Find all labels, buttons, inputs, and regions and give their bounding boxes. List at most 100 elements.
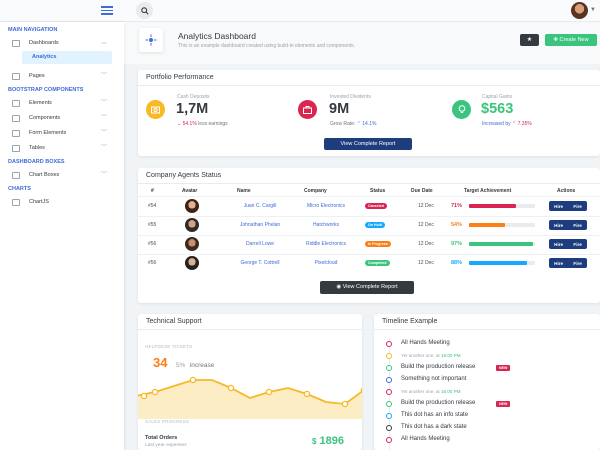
card-title: Company Agents Status bbox=[138, 168, 600, 184]
dashboard-title-icon bbox=[139, 28, 163, 52]
timeline-subtext-label: Yet another one, at bbox=[401, 389, 440, 394]
chevron-down-icon: ﹀ bbox=[100, 130, 107, 136]
change-value: 14.1% bbox=[362, 121, 377, 127]
fire-button[interactable]: Fire bbox=[573, 222, 582, 228]
briefcase-icon bbox=[298, 100, 317, 119]
agent-company[interactable]: Hatchworks bbox=[312, 222, 340, 228]
create-new-button[interactable]: ✚ Create New bbox=[545, 34, 597, 46]
sidebar-item-elements[interactable]: Elements ﹀ bbox=[0, 96, 124, 111]
sidebar-item-components[interactable]: Components ﹀ bbox=[0, 111, 124, 126]
hire-button[interactable]: Hire bbox=[554, 241, 564, 247]
sidebar-item-label: ChartJS bbox=[29, 199, 49, 205]
chevron-down-icon[interactable]: ▼ bbox=[590, 7, 596, 13]
divider bbox=[138, 235, 600, 236]
timeline-text: Build the production release bbox=[401, 364, 476, 370]
portfolio-value: 9M bbox=[329, 101, 350, 117]
create-new-label: Create New bbox=[559, 37, 589, 43]
search-icon[interactable] bbox=[136, 2, 153, 19]
fire-button[interactable]: Fire bbox=[573, 203, 582, 209]
sidebar-item-tables[interactable]: Tables ﹀ bbox=[0, 141, 124, 156]
status-badge: In Progress bbox=[365, 241, 391, 247]
change-value: 7.35% bbox=[517, 121, 532, 127]
chart-point bbox=[341, 400, 349, 408]
agent-name[interactable]: Juan C. Cargill bbox=[243, 203, 277, 209]
sidebar: MAIN NAVIGATION Dashboards ︿ Analytics P… bbox=[0, 22, 124, 450]
chart-point bbox=[265, 388, 273, 396]
chevron-down-icon: ﹀ bbox=[100, 115, 107, 121]
column-header: Actions bbox=[557, 188, 576, 194]
timeline-text: All Hands Meeting bbox=[401, 340, 450, 346]
chart-icon bbox=[12, 199, 20, 206]
timeline-dot bbox=[386, 365, 392, 371]
timeline-text: Build the production release bbox=[401, 400, 476, 406]
hire-fire-button-group: Hire Fire bbox=[549, 239, 587, 249]
column-header: Avatar bbox=[182, 188, 198, 194]
divider bbox=[138, 196, 600, 197]
helpdesk-percent: 5% bbox=[175, 362, 186, 369]
portfolio-change: Increased by ⌃ 7.35% bbox=[482, 121, 532, 127]
row-id: #56 bbox=[148, 241, 157, 247]
agents-card: Company Agents Status # Avatar Name Comp… bbox=[138, 168, 600, 303]
chart-line bbox=[138, 379, 362, 405]
timeline-item: All Hands Meeting bbox=[374, 339, 600, 350]
column-header: # bbox=[151, 188, 154, 194]
agent-company[interactable]: Riddle Electronics bbox=[305, 241, 347, 247]
fire-button[interactable]: Fire bbox=[573, 260, 582, 266]
eye-icon: ◉ bbox=[336, 284, 343, 290]
chart-point bbox=[189, 376, 197, 384]
column-header: Company bbox=[304, 188, 327, 194]
sidebar-item-form-elements[interactable]: Form Elements ﹀ bbox=[0, 126, 124, 141]
avatar bbox=[185, 199, 199, 213]
fire-button[interactable]: Fire bbox=[573, 241, 582, 247]
progress-fill bbox=[469, 204, 516, 208]
chart-point bbox=[151, 388, 159, 396]
timeline-text: This dot has an info state bbox=[401, 412, 469, 418]
sidebar-item-label: Chart Boxes bbox=[29, 172, 60, 178]
chart-point bbox=[360, 387, 362, 393]
hamburger-menu-icon[interactable] bbox=[101, 6, 113, 15]
progress-fill bbox=[469, 261, 528, 265]
avatar bbox=[185, 237, 199, 251]
helpdesk-increase: increase bbox=[189, 362, 215, 369]
timeline-dot bbox=[386, 401, 392, 407]
row-id: #55 bbox=[148, 222, 157, 228]
technical-support-card: Technical Support HELPDESK TICKETS 34 5%… bbox=[138, 314, 362, 450]
chevron-up-icon: ︿ bbox=[100, 40, 107, 46]
timeline-dot bbox=[386, 437, 392, 443]
hire-button[interactable]: Hire bbox=[554, 222, 564, 228]
agent-company[interactable]: Micro Electronics bbox=[306, 203, 346, 209]
status-badge: On Hold bbox=[365, 222, 385, 228]
agent-name[interactable]: George T. Cottrell bbox=[240, 260, 280, 266]
user-avatar[interactable] bbox=[571, 2, 588, 19]
agent-name[interactable]: Johnathan Phelan bbox=[239, 222, 281, 228]
timeline-dot bbox=[386, 341, 392, 347]
hire-fire-button-group: Hire Fire bbox=[549, 201, 587, 211]
sidebar-item-chartjs[interactable]: ChartJS bbox=[0, 195, 124, 210]
sidebar-item-dashboards[interactable]: Dashboards ︿ bbox=[0, 36, 124, 51]
total-orders-label: Total Orders bbox=[145, 435, 178, 441]
timeline-dot bbox=[386, 353, 392, 359]
agent-company[interactable]: Pixelcloud bbox=[314, 260, 338, 266]
sidebar-item-chart-boxes[interactable]: Chart Boxes ﹀ bbox=[0, 168, 124, 183]
timeline-item: Yet another one, at 15:00 PM bbox=[374, 387, 600, 398]
due-date: 12 Dec bbox=[418, 260, 434, 266]
view-complete-report-button[interactable]: View Complete Report bbox=[324, 138, 412, 150]
hire-button[interactable]: Hire bbox=[554, 203, 564, 209]
chevron-down-icon: ﹀ bbox=[100, 145, 107, 151]
chevron-down-icon: ﹀ bbox=[100, 73, 107, 79]
change-text: Increased by bbox=[482, 121, 511, 127]
column-header: Name bbox=[237, 188, 251, 194]
hire-button[interactable]: Hire bbox=[554, 260, 564, 266]
sidebar-item-pages[interactable]: Pages ﹀ bbox=[0, 69, 124, 84]
portfolio-label: Capital Gains bbox=[482, 94, 513, 100]
timeline-dot bbox=[386, 389, 392, 395]
chart-boxes-icon bbox=[12, 172, 20, 179]
timeline-subtext-label: Yet another one, at bbox=[401, 353, 440, 358]
star-button[interactable]: ★ bbox=[520, 34, 539, 46]
components-icon bbox=[12, 115, 20, 122]
row-id: #54 bbox=[148, 203, 157, 209]
view-complete-report-button[interactable]: ◉ View Complete Report bbox=[320, 281, 414, 294]
agent-name[interactable]: Darrell Lowe bbox=[245, 241, 275, 247]
sidebar-item-analytics[interactable]: Analytics bbox=[22, 51, 112, 64]
card-title: Portfolio Performance bbox=[138, 70, 600, 86]
